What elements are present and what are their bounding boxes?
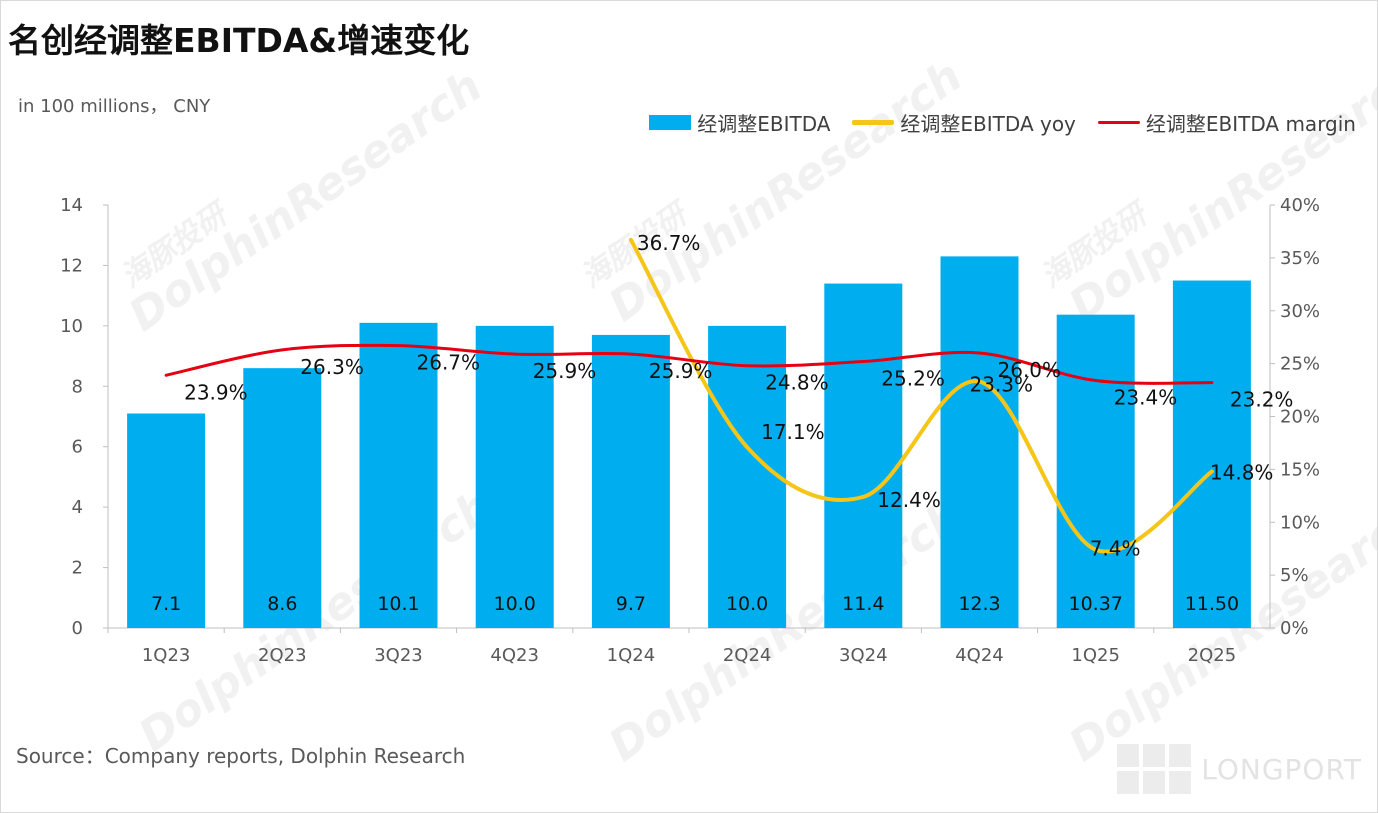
left-tick-label: 0 [72,618,83,639]
logo-text: LONGPORT [1201,752,1362,786]
legend-swatch-yoy [852,120,895,125]
legend-item-bar: 经调整EBITDA [649,108,830,137]
margin-data-label: 26.3% [300,355,364,379]
bar-data-label: 7.1 [151,593,181,615]
bar-data-label: 10.1 [377,593,419,615]
yoy-data-label: 7.4% [1090,537,1141,561]
right-tick-label: 25% [1280,354,1320,375]
left-tick-label: 6 [72,437,83,458]
logo-mark-icon [1117,744,1192,794]
yoy-line [628,237,1214,554]
legend-swatch-bar [649,115,692,130]
margin-data-label: 23.9% [184,380,248,404]
x-tick-label: 4Q24 [955,645,1004,666]
yoy-data-label: 12.4% [877,488,941,512]
bar-4Q24 [940,256,1019,628]
legend-label-yoy: 经调整EBITDA yoy [900,112,1076,136]
bar-data-label: 12.3 [958,593,1000,615]
legend-label-margin: 经调整EBITDA margin [1145,112,1356,136]
x-tick-label: 3Q23 [374,645,423,666]
margin-data-label: 23.2% [1230,388,1294,412]
margin-data-label: 25.9% [533,359,597,383]
bar-1Q23 [127,413,206,628]
chart-title: 名创经调整EBITDA&增速变化 [8,21,470,60]
margin-data-label: 26.7% [417,351,481,375]
yoy-data-label: 14.8% [1210,460,1274,484]
right-tick-label: 5% [1280,565,1309,586]
yoy-data-label: 36.7% [637,231,701,255]
bar-2Q23 [243,368,322,628]
right-tick-label: 0% [1280,618,1309,639]
legend-swatch-margin [1097,121,1140,124]
right-tick-label: 30% [1280,301,1320,322]
bar-4Q23 [475,325,554,628]
margin-data-label: 25.2% [881,367,945,391]
left-tick-label: 8 [72,376,83,397]
x-tick-label: 1Q25 [1071,645,1120,666]
source-note: Source：Company reports, Dolphin Research [16,744,466,768]
bar-data-label: 10.37 [1068,593,1122,615]
left-tick-label: 14 [60,195,83,216]
bar-3Q23 [359,322,438,628]
left-tick-label: 10 [60,316,83,337]
right-tick-label: 35% [1280,248,1320,269]
margin-data-label: 24.8% [765,371,829,395]
margin-line [164,343,1214,385]
right-tick-label: 10% [1280,512,1320,533]
bar-2Q24 [708,325,787,628]
bar-data-label: 10.0 [494,593,536,615]
unit-label: in 100 millions， CNY [18,96,211,117]
legend-label-bar: 经调整EBITDA [697,112,831,136]
longport-logo: LONGPORT [1117,744,1362,794]
yoy-data-label: 17.1% [761,420,825,444]
right-tick-label: 15% [1280,459,1320,480]
margin-data-label: 23.4% [1114,386,1178,410]
x-tick-label: 4Q23 [490,645,539,666]
legend-item-margin: 经调整EBITDA margin [1097,108,1356,137]
yoy-data-label: 23.3% [970,373,1034,397]
legend: 经调整EBITDA 经调整EBITDA yoy 经调整EBITDA margin [649,108,1356,137]
right-tick-label: 40% [1280,195,1320,216]
bar-1Q25 [1056,314,1135,628]
margin-data-label: 25.9% [649,359,713,383]
bar-data-label: 8.6 [267,593,297,615]
right-tick-label: 20% [1280,407,1320,428]
bar-2Q25 [1172,280,1251,628]
left-tick-label: 4 [72,497,83,518]
x-tick-label: 2Q25 [1188,645,1237,666]
bar-data-label: 11.4 [842,593,884,615]
x-tick-label: 1Q24 [607,645,656,666]
x-tick-label: 2Q23 [258,645,307,666]
bar-data-label: 11.50 [1185,593,1239,615]
left-tick-label: 2 [72,558,83,579]
x-tick-label: 2Q24 [723,645,772,666]
x-tick-label: 1Q23 [142,645,191,666]
x-tick-label: 3Q24 [839,645,888,666]
left-tick-label: 12 [60,255,83,276]
legend-item-yoy: 经调整EBITDA yoy [852,108,1076,137]
bar-1Q24 [591,334,670,628]
margin-data-label: 26.0% [998,358,1062,382]
bar-3Q24 [824,283,903,628]
bar-data-label: 9.7 [616,593,646,615]
bar-data-label: 10.0 [726,593,768,615]
